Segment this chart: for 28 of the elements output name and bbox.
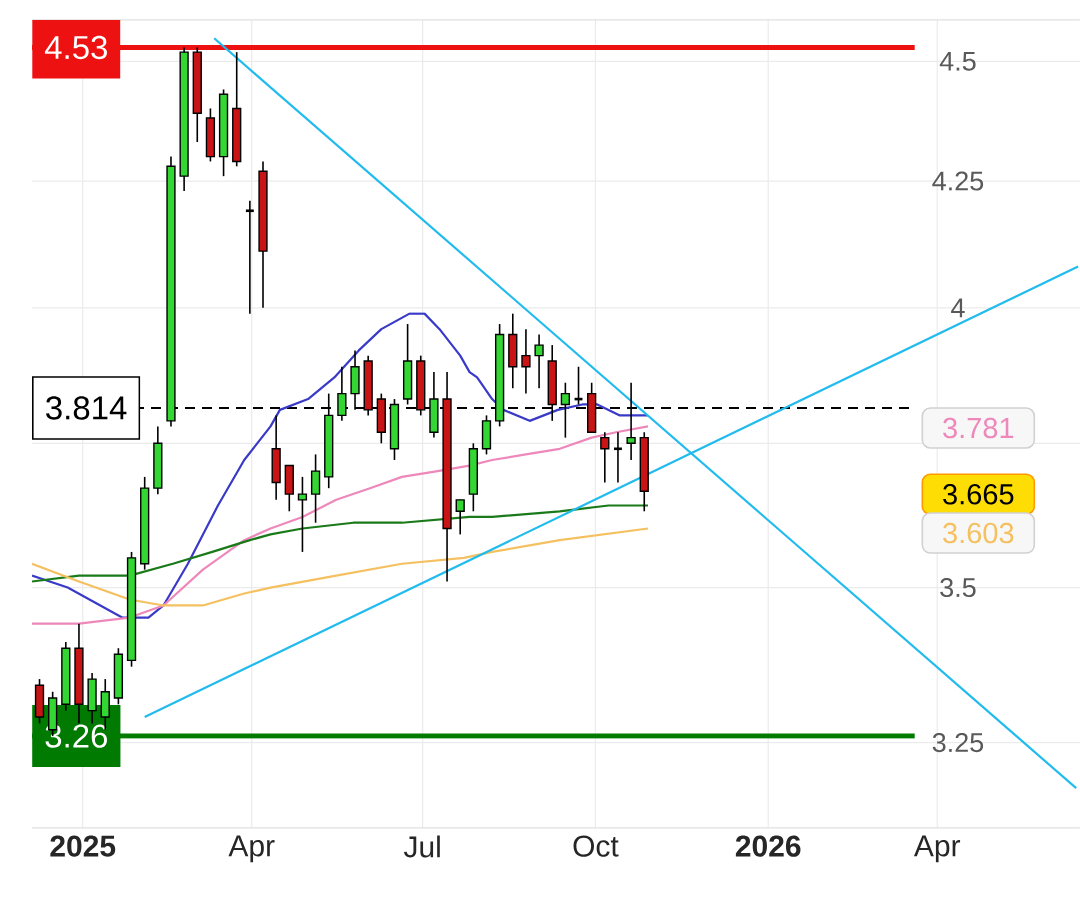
ref-line-label: 3.814: [46, 396, 127, 420]
y-tick-label: 3.5: [940, 578, 976, 598]
y-tick-label: 4.5: [939, 51, 976, 71]
annotation: 3.665: [943, 484, 1014, 505]
ref-line-label: 4.53: [44, 35, 107, 60]
candlestick: [521, 328, 531, 395]
line-series: [32, 425, 650, 625]
line-series: [32, 527, 650, 607]
annotation: 3.781: [943, 417, 1014, 439]
candlestick: [534, 333, 544, 390]
x-tick-label: 2025: [50, 835, 116, 857]
candlestick: [455, 499, 465, 536]
x-tick-label: Oct: [573, 835, 619, 857]
y-tick-label: 4: [951, 298, 965, 318]
candlestick: [310, 453, 321, 524]
line-series: [32, 504, 650, 583]
x-tick-label: 2026: [735, 835, 801, 857]
x-tick-label: Apr: [913, 835, 961, 863]
x-tick-label: Jul: [403, 835, 440, 858]
y-tick-label: 4.25: [932, 171, 984, 191]
candlestick: [297, 476, 308, 553]
candlestick: [600, 431, 610, 484]
candlestick: [560, 381, 571, 439]
annotation: 3.603: [943, 522, 1014, 544]
candlestick: [612, 431, 624, 484]
x-tick-label: Apr: [228, 835, 275, 863]
y-tick-label: 3.25: [932, 733, 984, 753]
candlestick: [244, 200, 256, 315]
